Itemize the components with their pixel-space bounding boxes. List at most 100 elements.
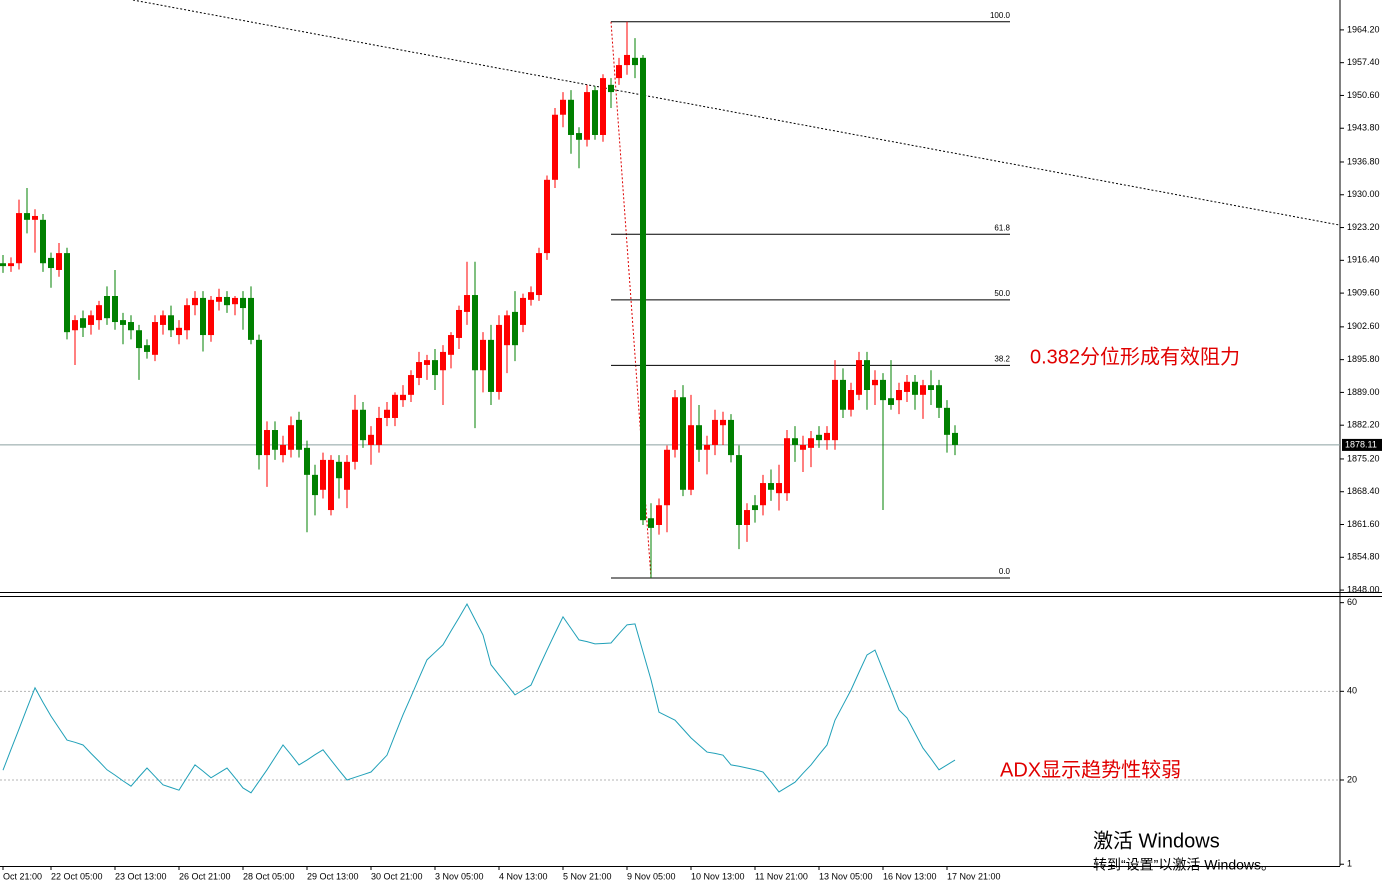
candle-body <box>712 419 718 445</box>
adx-line <box>2 602 956 794</box>
candle-body <box>896 390 902 401</box>
candle-body <box>672 397 678 450</box>
candle-body <box>472 295 478 371</box>
candle-body <box>168 315 174 331</box>
candle-body <box>920 385 926 395</box>
trendline <box>132 0 1341 226</box>
candle-body <box>616 65 622 79</box>
candle-body <box>136 330 142 349</box>
candle-body <box>528 292 534 300</box>
candle-body <box>328 459 334 511</box>
candle-body <box>392 394 398 418</box>
candle-body <box>568 99 574 135</box>
fib-label: 38.2 <box>994 355 1010 364</box>
candle-body <box>944 407 950 435</box>
candle-body <box>368 434 374 445</box>
candle-body <box>24 213 30 220</box>
candle-body <box>352 409 358 462</box>
x-tick-label: 29 Oct 13:00 <box>307 871 359 881</box>
candle-body <box>808 438 814 448</box>
y-tick-label: 1957.40 <box>1347 57 1380 67</box>
y-tick-label: 1868.40 <box>1347 486 1380 496</box>
x-tick-label: 3 Nov 05:00 <box>435 871 484 881</box>
candle-body <box>64 253 70 333</box>
candle-body <box>816 434 822 441</box>
y-tick-label: 1930.00 <box>1347 189 1380 199</box>
candle-body <box>912 381 918 395</box>
y-tick-label: 40 <box>1347 686 1357 696</box>
y-tick-label: 1895.80 <box>1347 354 1380 364</box>
annotation: 0.382分位形成有效阻力 <box>1030 345 1240 368</box>
candle-body <box>424 360 430 365</box>
candle-body <box>544 179 550 254</box>
candle-body <box>32 215 38 220</box>
y-tick-label: 1950.60 <box>1347 90 1380 100</box>
y-tick-label: 1943.80 <box>1347 123 1380 133</box>
x-tick-label: Oct 21:00 <box>3 871 42 881</box>
candle-body <box>512 311 518 346</box>
candle-body <box>592 90 598 135</box>
candle-body <box>40 219 46 264</box>
candle-body <box>752 505 758 511</box>
candle-body <box>320 459 326 490</box>
watermark-title: 激活 Windows <box>1093 829 1220 852</box>
x-tick-label: 11 Nov 21:00 <box>755 871 808 881</box>
y-tick-label: 1964.20 <box>1347 24 1380 34</box>
candle-body <box>240 297 246 309</box>
fib-label: 0.0 <box>999 567 1011 576</box>
candle-body <box>480 339 486 371</box>
y-tick-label: 1861.60 <box>1347 519 1380 529</box>
candle-body <box>520 297 526 325</box>
candle-body <box>768 483 774 490</box>
candle-body <box>336 461 342 479</box>
candle-body <box>504 315 510 346</box>
x-tick-label: 13 Nov 05:00 <box>819 871 873 881</box>
candle-body <box>552 114 558 180</box>
candle-body <box>312 474 318 496</box>
y-tick-label: 1848.00 <box>1347 584 1380 594</box>
candle-body <box>632 57 638 66</box>
x-tick-label: 26 Oct 21:00 <box>179 871 231 881</box>
x-tick-label: 5 Nov 21:00 <box>563 871 612 881</box>
y-tick-label: 1889.00 <box>1347 387 1380 397</box>
candle-body <box>848 390 854 410</box>
last-price-label: 1878.11 <box>1345 439 1377 449</box>
candle-body <box>0 263 6 267</box>
x-tick-label: 16 Nov 13:00 <box>883 871 937 881</box>
candle-body <box>344 461 350 490</box>
candle-body <box>176 327 182 336</box>
candle-body <box>648 518 654 528</box>
fib-label: 50.0 <box>994 289 1010 298</box>
candle-body <box>296 419 302 450</box>
y-tick-label: 20 <box>1347 774 1357 784</box>
candle-body <box>888 398 894 405</box>
candle-body <box>192 297 198 306</box>
candle-body <box>208 299 214 336</box>
candle-body <box>432 360 438 376</box>
candle-body <box>624 54 630 66</box>
y-tick-label: 1875.20 <box>1347 453 1380 463</box>
y-tick-label: 1923.20 <box>1347 222 1380 232</box>
annotation: ADX显示趋势性较弱 <box>1000 758 1181 781</box>
candle-body <box>128 322 134 331</box>
candle-body <box>688 425 694 490</box>
candle-body <box>584 92 590 140</box>
candle-body <box>832 379 838 441</box>
y-tick-label: 1854.80 <box>1347 552 1380 562</box>
candle-body <box>384 409 390 418</box>
candle-body <box>448 335 454 355</box>
candle-body <box>288 425 294 450</box>
candle-body <box>160 315 166 325</box>
candle-body <box>856 360 862 395</box>
candle-body <box>840 379 846 410</box>
candle-body <box>696 425 702 450</box>
watermark-subtitle: 转到“设置”以激活 Windows。 <box>1093 857 1275 873</box>
x-tick-label: 23 Oct 13:00 <box>115 871 167 881</box>
candle-body <box>800 444 806 450</box>
candle-body <box>120 320 126 325</box>
candle-body <box>496 324 502 392</box>
candle-body <box>272 430 278 450</box>
candle-body <box>376 417 382 445</box>
fib-label: 100.0 <box>990 11 1011 20</box>
